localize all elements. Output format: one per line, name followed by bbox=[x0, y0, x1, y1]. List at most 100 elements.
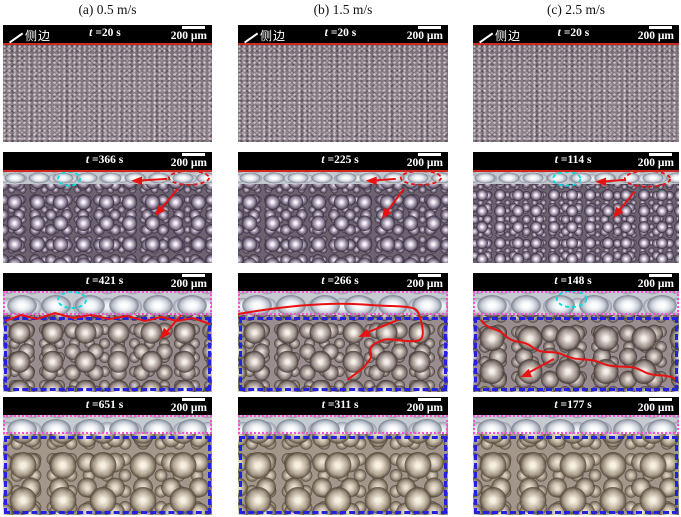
micrograph-panel-b1: 侧边 t =20 s 200 μm bbox=[238, 25, 448, 142]
t-symbol: t bbox=[554, 398, 558, 411]
scale-bar-label: 200 μm bbox=[637, 277, 674, 290]
scale-bar-line bbox=[648, 274, 672, 278]
t-symbol: t bbox=[89, 26, 93, 39]
micrograph-image bbox=[238, 170, 448, 263]
micrograph-image bbox=[473, 415, 679, 515]
time-value: =266 s bbox=[327, 274, 359, 287]
micrograph-panel-a2: t =366 s 200 μm bbox=[3, 152, 212, 263]
time-label: t =225 s bbox=[321, 154, 358, 166]
cyan-dashed-ellipse bbox=[555, 291, 588, 308]
panel-header: t =177 s 200 μm bbox=[473, 397, 679, 415]
t-symbol: t bbox=[85, 274, 90, 287]
scale-bar-line bbox=[417, 398, 441, 402]
micrograph-panel-b2: t =225 s 200 μm bbox=[238, 152, 448, 263]
panel-header: 侧边 t =20 s 200 μm bbox=[3, 25, 212, 43]
red-arrowhead bbox=[365, 176, 377, 186]
time-label: t =20 s bbox=[558, 27, 590, 39]
micrograph-image bbox=[3, 415, 212, 515]
time-label: t =311 s bbox=[322, 399, 359, 411]
micrograph-image bbox=[3, 291, 212, 392]
red-arrow bbox=[363, 319, 399, 335]
micrograph-image bbox=[238, 415, 448, 515]
scale-bar: 200 μm bbox=[406, 274, 443, 290]
micrograph-panel-b3: t =266 s 200 μm bbox=[238, 273, 448, 392]
time-value: =177 s bbox=[560, 398, 592, 411]
t-symbol: t bbox=[321, 153, 325, 166]
time-value: =225 s bbox=[327, 153, 359, 166]
panel-header: t =225 s 200 μm bbox=[238, 152, 448, 170]
time-value: =366 s bbox=[92, 153, 124, 166]
t-symbol: t bbox=[321, 274, 325, 287]
red-arrow bbox=[158, 188, 179, 212]
scale-bar-line bbox=[181, 153, 205, 157]
time-label: t =148 s bbox=[554, 275, 591, 287]
annotation-overlay bbox=[365, 172, 442, 219]
time-value: =651 s bbox=[92, 398, 124, 411]
time-label: t =177 s bbox=[554, 399, 591, 411]
panel-header: 侧边 t =20 s 200 μm bbox=[473, 25, 679, 43]
magenta-dotted-box bbox=[238, 415, 448, 434]
cyan-dashed-ellipse bbox=[57, 172, 81, 187]
scale-bar-line bbox=[417, 274, 441, 278]
micrograph-panel-c4: t =177 s 200 μm bbox=[473, 397, 679, 515]
edge-label: 侧边 bbox=[260, 29, 287, 43]
scale-bar-label: 200 μm bbox=[406, 29, 443, 42]
time-value: =114 s bbox=[560, 153, 592, 166]
magenta-dotted-box bbox=[473, 415, 679, 434]
scale-bar-label: 200 μm bbox=[406, 156, 443, 169]
micrograph-panel-c2: t =114 s 200 μm bbox=[473, 152, 679, 263]
panel-header: t =311 s 200 μm bbox=[238, 397, 448, 415]
t-symbol: t bbox=[324, 26, 328, 39]
column-title-b: (b) 1.5 m/s bbox=[313, 2, 373, 17]
scale-bar-label: 200 μm bbox=[170, 29, 207, 42]
micrograph-panel-a1: 侧边 t =20 s 200 μm bbox=[3, 25, 212, 142]
time-value: =20 s bbox=[563, 26, 590, 39]
scale-bar: 200 μm bbox=[637, 274, 674, 290]
scale-bar-line bbox=[181, 274, 205, 278]
time-label: t =20 s bbox=[325, 27, 357, 39]
scale-bar-label: 200 μm bbox=[406, 277, 443, 290]
scale-bar: 200 μm bbox=[406, 398, 443, 414]
blue-dashed-box bbox=[474, 317, 678, 391]
micrograph-panel-a4: t =651 s 200 μm bbox=[3, 397, 212, 515]
scale-bar-line bbox=[648, 398, 672, 402]
micrograph-panel-c3: t =148 s 200 μm bbox=[473, 273, 679, 392]
blue-dashed-box bbox=[474, 436, 678, 514]
time-label: t =366 s bbox=[86, 154, 123, 166]
red-arrowhead bbox=[595, 177, 607, 187]
red-arrowhead bbox=[131, 176, 142, 186]
scale-bar-label: 200 μm bbox=[637, 156, 674, 169]
annotation-overlay bbox=[480, 291, 676, 380]
edge-droplet-band bbox=[3, 172, 212, 184]
red-dashed-ellipse bbox=[168, 172, 210, 186]
scale-bar: 200 μm bbox=[406, 153, 443, 169]
t-symbol: t bbox=[321, 398, 325, 411]
time-label: t =651 s bbox=[86, 399, 123, 411]
blue-dashed-box bbox=[239, 436, 447, 514]
micrograph-image bbox=[3, 43, 212, 142]
red-arrowhead bbox=[612, 206, 624, 218]
panel-header: t =148 s 200 μm bbox=[473, 273, 679, 291]
red-boundary-line bbox=[238, 302, 424, 381]
time-label: t =20 s bbox=[89, 27, 121, 39]
magenta-dotted-box bbox=[3, 415, 212, 434]
magenta-dotted-box bbox=[473, 291, 679, 315]
scale-bar: 200 μm bbox=[171, 398, 207, 414]
scale-bar: 200 μm bbox=[638, 26, 674, 42]
annotation-overlay bbox=[4, 291, 211, 339]
scale-bar: 200 μm bbox=[171, 153, 207, 169]
scale-bar: 200 μm bbox=[638, 398, 674, 414]
column-title-a: (a) 0.5 m/s bbox=[78, 2, 137, 17]
t-symbol: t bbox=[554, 153, 558, 166]
panel-header: t =421 s 200 μm bbox=[3, 273, 212, 291]
micrograph-image bbox=[473, 291, 679, 392]
scale-bar-label: 200 μm bbox=[406, 401, 443, 414]
annotation-overlay bbox=[551, 172, 672, 218]
t-symbol: t bbox=[557, 26, 561, 39]
scale-bar: 200 μm bbox=[171, 274, 207, 290]
time-value: =20 s bbox=[330, 26, 357, 39]
panel-header: t =651 s 200 μm bbox=[3, 397, 212, 415]
edge-label: 侧边 bbox=[25, 29, 52, 43]
micrograph-image bbox=[473, 170, 679, 263]
